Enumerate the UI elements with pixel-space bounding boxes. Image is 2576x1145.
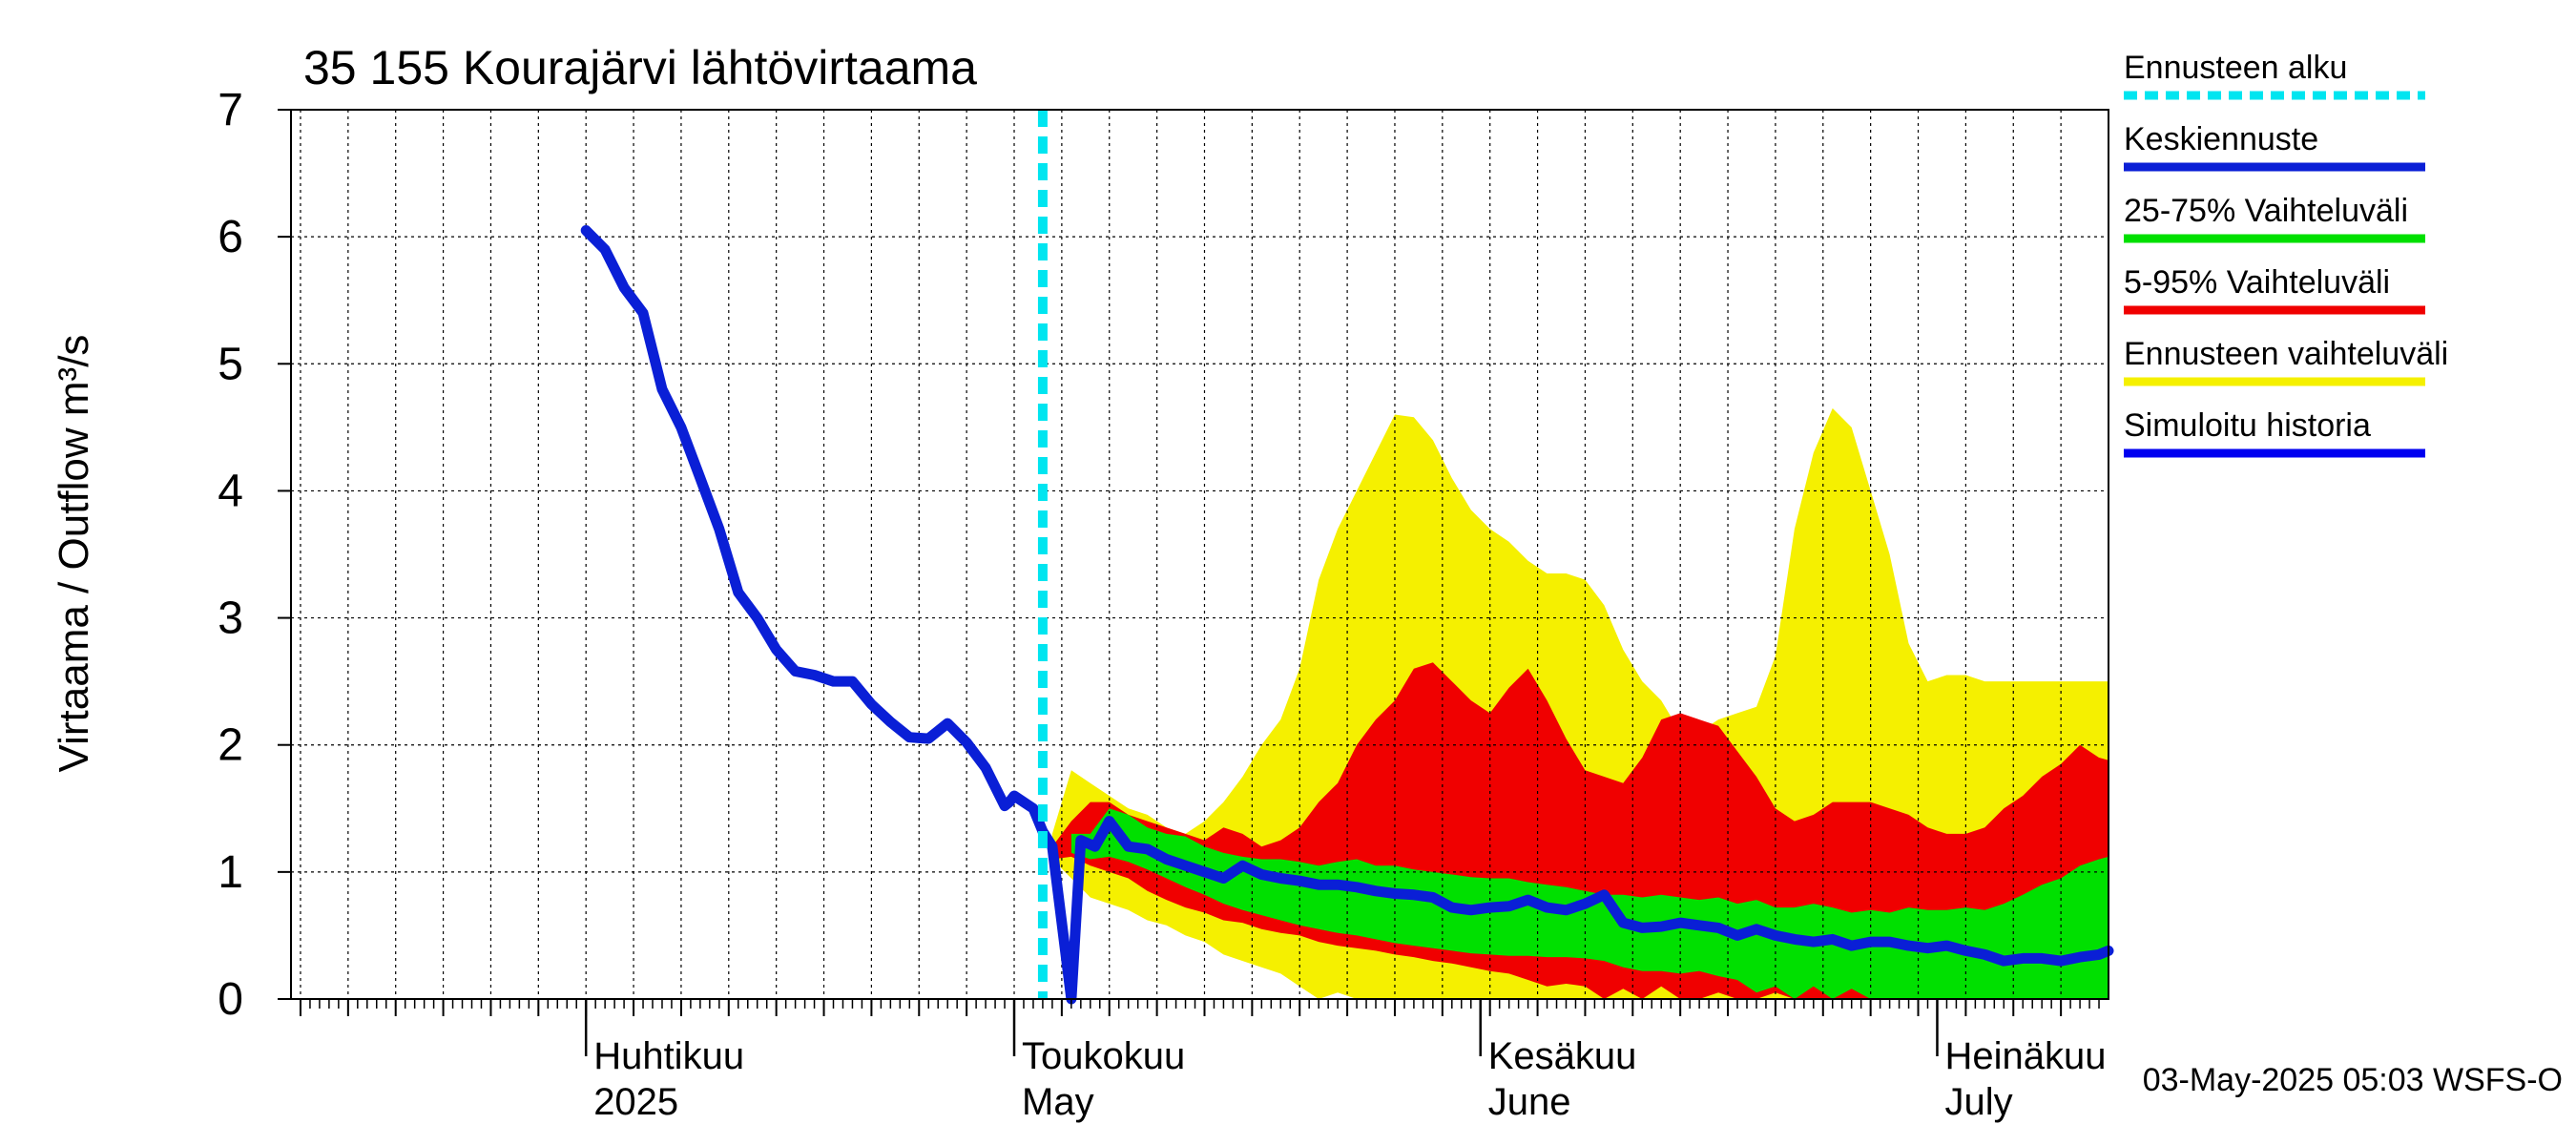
y-axis-label: Virtaama / Outflow m³/s	[51, 335, 97, 773]
month-label-fi: Heinäkuu	[1944, 1035, 2106, 1077]
legend-label: Ennusteen alku	[2124, 50, 2347, 86]
month-label-fi: Toukokuu	[1022, 1035, 1185, 1077]
chart-title: 35 155 Kourajärvi lähtövirtaama	[303, 41, 977, 94]
legend-label: 5-95% Vaihteluväli	[2124, 264, 2390, 301]
month-label-en: June	[1488, 1081, 1571, 1123]
month-label-en: May	[1022, 1081, 1094, 1123]
plot-frame	[290, 109, 2109, 1000]
y-tick-label: 2	[218, 720, 243, 771]
legend-label: 25-75% Vaihteluväli	[2124, 193, 2408, 229]
y-tick-label: 5	[218, 339, 243, 389]
footer-timestamp: 03-May-2025 05:03 WSFS-O	[2143, 1062, 2563, 1098]
month-label-en: July	[1944, 1081, 2012, 1123]
legend-label: Simuloitu historia	[2124, 407, 2371, 444]
axes: 01234567Huhtikuu2025ToukokuuMayKesäkuuJu…	[218, 85, 2106, 1123]
y-tick-label: 6	[218, 212, 243, 262]
history-line	[580, 225, 1058, 852]
series-lines	[580, 110, 2114, 1005]
grid	[291, 110, 2109, 999]
month-label-fi: Kesäkuu	[1488, 1035, 1637, 1077]
mean-forecast-line	[1047, 816, 2114, 1005]
y-tick-label: 0	[218, 974, 243, 1025]
legend-label: Keskiennuste	[2124, 121, 2318, 157]
y-tick-label: 3	[218, 593, 243, 644]
y-tick-label: 7	[218, 85, 243, 135]
legend: Ennusteen alku Keskiennuste 25-75% Vaihtel…	[2124, 50, 2448, 458]
month-label-fi: Huhtikuu	[593, 1035, 744, 1077]
legend-label: Ennusteen vaihteluväli	[2124, 336, 2448, 372]
y-tick-label: 1	[218, 847, 243, 898]
month-label-en: 2025	[593, 1081, 678, 1123]
y-tick-label: 4	[218, 466, 243, 516]
